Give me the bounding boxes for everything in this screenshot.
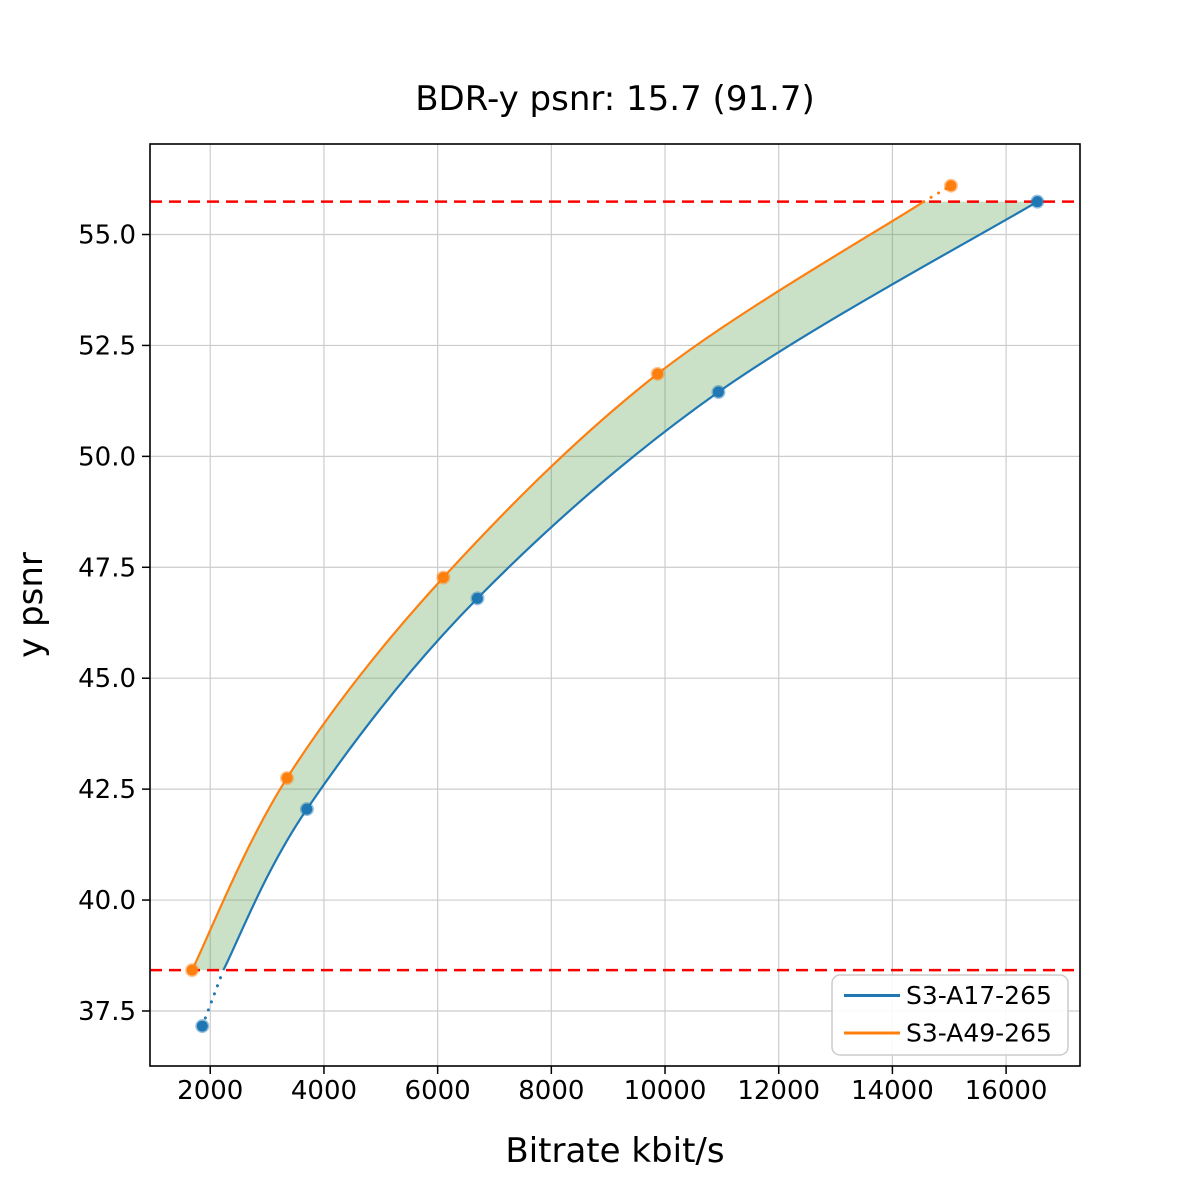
x-tick-label: 10000 [624,1076,707,1106]
rd-curve-dotted-extension [200,968,225,1028]
data-point [711,385,726,400]
bd-fill-region-layer [192,201,1038,971]
data-point [943,178,958,193]
data-point [279,771,294,786]
chart-title: BDR-y psnr: 15.7 (91.7) [415,79,815,119]
data-point [470,591,485,606]
legend: S3-A17-265 S3-A49-265 [831,974,1069,1056]
x-tick-label: 4000 [291,1076,357,1106]
x-axis-label: Bitrate kbit/s [505,1131,724,1171]
x-tick-label: 8000 [518,1076,584,1106]
x-tick-label: 16000 [965,1076,1048,1106]
data-point [650,366,665,381]
y-tick-label: 45.0 [78,664,136,694]
legend-label-series-1: S3-A17-265 [906,981,1052,1010]
y-axis-label: y psnr [11,552,51,658]
data-point [436,570,451,585]
rd-curve-s3-a17-265 [222,200,1038,971]
data-point [195,1019,210,1034]
x-tick-label: 6000 [405,1076,471,1106]
gridlines-layer [150,144,1080,1066]
y-tick-label: 42.5 [78,775,136,805]
x-tick-label: 14000 [851,1076,934,1106]
y-tick-label: 55.0 [78,221,136,251]
data-point [299,802,314,817]
y-tick-label: 47.5 [78,553,136,583]
data-point [1030,194,1045,209]
x-tick-label: 12000 [737,1076,820,1106]
y-tick-label: 52.5 [78,331,136,361]
axis-ticks-layer: 2000 4000 6000 8000 10000 12000 14000 16000 37.5… [78,221,1047,1106]
data-points-layer [185,178,1045,1034]
y-tick-label: 50.0 [78,442,136,472]
data-point [185,963,200,978]
y-tick-label: 40.0 [78,886,136,916]
legend-label-series-2: S3-A49-265 [906,1019,1052,1048]
rd-curve-s3-a49-265 [191,200,925,971]
plot-area-border [149,143,1081,1067]
y-tick-label: 37.5 [78,997,136,1027]
overlap-bound-lines [150,200,1080,972]
x-tick-label: 2000 [177,1076,243,1106]
bd-fill-region [192,201,1038,971]
